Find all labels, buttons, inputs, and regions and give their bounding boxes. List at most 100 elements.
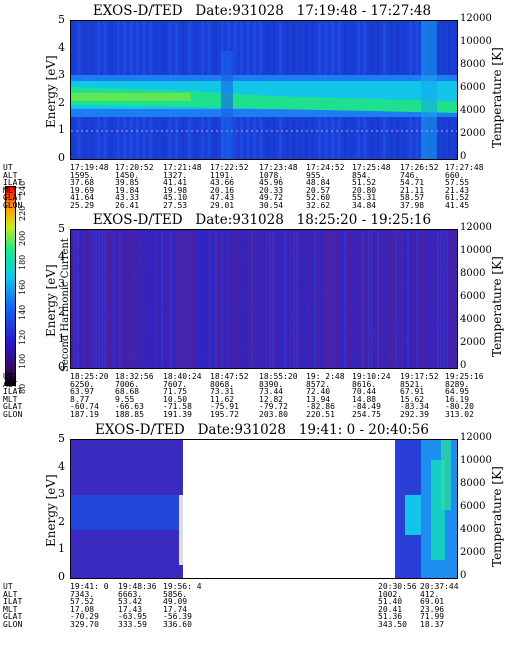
orbit-value: 18:25:20	[70, 372, 109, 381]
orbit-value: 16.19	[445, 394, 470, 404]
orbit-value: 17:20:52	[115, 163, 154, 172]
orbit-value: 12.82	[259, 394, 284, 404]
orbit-value: 15.62	[400, 394, 425, 404]
orbit-value: 52.60	[306, 193, 331, 203]
orbit-value: 69.01	[420, 597, 445, 607]
orbit-value: 7006.	[115, 379, 140, 389]
y2-tick: 8000	[460, 268, 486, 279]
orbit-value: 191.39	[163, 410, 192, 419]
orbit-value: 37.68	[70, 178, 95, 188]
colorbar-tick: 200	[18, 230, 27, 246]
orbit-value: -83.34	[400, 402, 429, 412]
orbit-value: 63.97	[70, 387, 95, 397]
orbit-value: 41.45	[445, 201, 470, 210]
orbit-value: 37.98	[400, 201, 425, 210]
orbit-value: 21.11	[400, 185, 425, 195]
panel1-spectrogram	[70, 20, 458, 160]
orbit-row-label: UT	[3, 372, 13, 381]
y2-tick: 2000	[460, 547, 486, 558]
y-tick: 4	[58, 40, 65, 54]
orbit-value: 19.69	[70, 185, 95, 195]
orbit-value: 8289.	[445, 379, 470, 389]
y-tick: 0	[58, 360, 65, 373]
panel1-title: EXOS-D/TED Date:931028 17:19:48 - 17:27:…	[92, 3, 432, 19]
orbit-value: 254.75	[352, 410, 381, 419]
panel3-svg	[71, 440, 457, 578]
orbit-value: 7607.	[163, 379, 188, 389]
orbit-value: 18:47:52	[210, 372, 249, 381]
y-tick: 0	[58, 151, 65, 164]
y-tick: 1	[58, 332, 65, 346]
orbit-value: -71.58	[163, 402, 192, 412]
orbit-value: 220.51	[306, 410, 335, 419]
orbit-row-label: ILAT	[3, 387, 23, 397]
y2-tick: 6000	[460, 291, 486, 302]
orbit-value: 188.85	[115, 410, 144, 419]
y2-axis-label: Temperature [K]	[490, 466, 504, 567]
orbit-value: 17:26:52	[400, 163, 439, 172]
orbit-value: 43.66	[210, 178, 235, 188]
orbit-value: 43.33	[115, 193, 140, 203]
orbit-row-label: GLAT	[3, 612, 23, 622]
orbit-value: -80.20	[445, 402, 474, 412]
y-tick: 5	[58, 432, 65, 445]
y2-tick: 4000	[460, 524, 486, 535]
orbit-value: 1191.	[210, 170, 235, 180]
y2-tick: 2000	[460, 337, 486, 348]
y2-tick: 12000	[460, 222, 492, 233]
orbit-value: 64.95	[445, 387, 470, 397]
y-tick: 5	[58, 222, 65, 235]
orbit-value: 18:55:20	[259, 372, 298, 381]
orbit-value: 18.37	[420, 620, 445, 629]
orbit-value: 17:24:52	[306, 163, 345, 172]
orbit-value: 13.94	[306, 394, 331, 404]
orbit-value: 20.57	[306, 185, 331, 195]
y-tick: 5	[58, 13, 65, 26]
y2-tick: 12000	[460, 13, 492, 24]
orbit-value: 73.31	[210, 387, 235, 397]
orbit-value: 45.10	[163, 193, 188, 203]
orbit-value: 45.96	[259, 178, 284, 188]
orbit-value: -75.91	[210, 402, 239, 412]
orbit-value: 292.39	[400, 410, 429, 419]
orbit-value: 20.80	[352, 185, 377, 195]
orbit-value: 51.40	[378, 597, 403, 607]
orbit-value: 17:19:48	[70, 163, 109, 172]
orbit-value: 8572.	[306, 379, 331, 389]
colorbar-tick: 180	[18, 254, 27, 271]
y2-tick: 12000	[460, 432, 492, 443]
orbit-value: 8521.	[400, 379, 425, 389]
orbit-value: -84.49	[352, 402, 381, 412]
orbit-value: 71.99	[420, 612, 445, 622]
orbit-value: 39.85	[115, 178, 140, 188]
orbit-value: 8616.	[352, 379, 377, 389]
orbit-value: 1595.	[70, 170, 95, 180]
y-axis-label: Energy [eV]	[44, 264, 58, 337]
orbit-value: 54.71	[400, 178, 425, 188]
orbit-value: 55.31	[352, 193, 377, 203]
y-tick: 0	[58, 570, 65, 583]
orbit-value: -66.63	[115, 402, 144, 412]
colorbar-tick: 100	[18, 353, 27, 370]
orbit-value: 17.43	[118, 604, 143, 614]
y-tick: 2	[58, 304, 65, 318]
y2-tick: 4000	[460, 105, 486, 116]
orbit-value: 343.50	[378, 620, 407, 629]
orbit-value: 17:21:48	[163, 163, 202, 172]
orbit-row-label: ALT	[3, 379, 18, 389]
orbit-value: 25.29	[70, 201, 95, 210]
orbit-value: 53.42	[118, 597, 143, 607]
y-tick: 3	[58, 277, 65, 291]
orbit-value: 20.16	[210, 185, 235, 195]
orbit-value: -79.72	[259, 402, 288, 412]
orbit-value: 11.62	[210, 394, 235, 404]
orbit-value: 8.77	[70, 394, 90, 404]
orbit-row-label: GLON	[3, 410, 23, 419]
y2-axis-label: Temperature [K]	[490, 256, 504, 357]
orbit-value: 47.43	[210, 193, 235, 203]
y-tick: 3	[58, 487, 65, 501]
orbit-value: 58.57	[400, 193, 425, 203]
colorbar-tick: 140	[18, 304, 27, 320]
y2-tick: 8000	[460, 59, 486, 70]
orbit-value: 8068.	[210, 379, 235, 389]
